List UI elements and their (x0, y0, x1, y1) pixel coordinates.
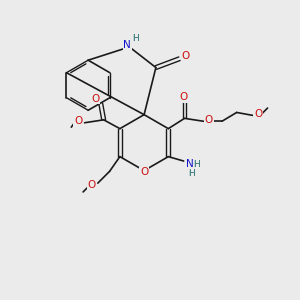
Text: O: O (180, 92, 188, 102)
Text: O: O (205, 115, 213, 125)
Text: O: O (181, 51, 190, 61)
Text: H: H (132, 34, 139, 43)
Text: O: O (140, 167, 148, 177)
Text: N: N (124, 40, 131, 50)
Text: O: O (87, 180, 95, 190)
Text: H: H (188, 169, 195, 178)
Text: N: N (186, 159, 194, 169)
Text: H: H (188, 169, 195, 178)
Text: H: H (132, 34, 139, 43)
Text: N: N (186, 159, 194, 169)
Text: O: O (74, 116, 82, 126)
Text: H: H (194, 160, 200, 169)
Text: O: O (181, 51, 190, 61)
Text: O: O (140, 167, 148, 177)
Text: O: O (92, 94, 100, 103)
Text: N: N (124, 40, 131, 50)
Text: H: H (194, 160, 200, 169)
Text: O: O (254, 109, 262, 119)
